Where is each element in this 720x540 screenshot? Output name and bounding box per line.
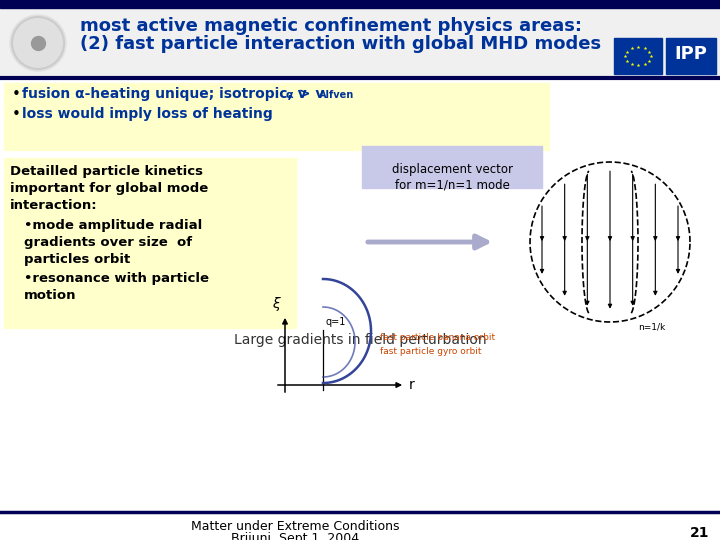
Text: fusion α-heating unique; isotropic, v: fusion α-heating unique; isotropic, v [22,87,307,101]
Text: •mode amplitude radial: •mode amplitude radial [24,219,202,232]
Text: •: • [12,87,21,102]
Text: Matter under Extreme Conditions: Matter under Extreme Conditions [191,520,400,533]
Bar [4,83,549,150]
Text: fast particle gyro orbit: fast particle gyro orbit [380,347,482,356]
Text: α: α [286,90,294,100]
Text: n=1/k: n=1/k [638,323,665,332]
Bar [0,8,720,78]
Text: > v: > v [294,87,325,101]
Bar [4,158,296,328]
Text: IPP: IPP [675,45,708,63]
Text: 21: 21 [690,526,710,540]
Text: loss would imply loss of heating: loss would imply loss of heating [22,107,273,121]
Bar [0,0,720,8]
Text: fast particle banana orbit: fast particle banana orbit [380,333,495,342]
Bar [362,146,542,188]
Text: Detailled particle kinetics: Detailled particle kinetics [10,165,203,178]
Text: Brijuni, Sept.1, 2004: Brijuni, Sept.1, 2004 [231,532,359,540]
Text: q=1: q=1 [325,317,346,327]
Text: (2) fast particle interaction with global MHD modes: (2) fast particle interaction with globa… [80,35,601,53]
Text: for m=1/n=1 mode: for m=1/n=1 mode [395,178,510,191]
Text: •resonance with particle: •resonance with particle [24,272,209,285]
Circle shape [10,15,66,71]
Text: displacement vector: displacement vector [392,163,513,176]
Text: gradients over size  of: gradients over size of [24,236,192,249]
Bar [666,38,716,74]
Text: most active magnetic confinement physics areas:: most active magnetic confinement physics… [80,17,582,35]
Text: Alfven: Alfven [319,90,354,100]
Text: •: • [12,107,21,122]
Text: Large gradients in field perturbation: Large gradients in field perturbation [234,333,486,347]
Text: particles orbit: particles orbit [24,253,130,266]
Text: r: r [409,378,415,392]
Text: motion: motion [24,289,76,302]
Text: interaction:: interaction: [10,199,98,212]
Bar [614,38,662,74]
Text: $\xi$: $\xi$ [272,295,282,313]
Text: important for global mode: important for global mode [10,182,208,195]
